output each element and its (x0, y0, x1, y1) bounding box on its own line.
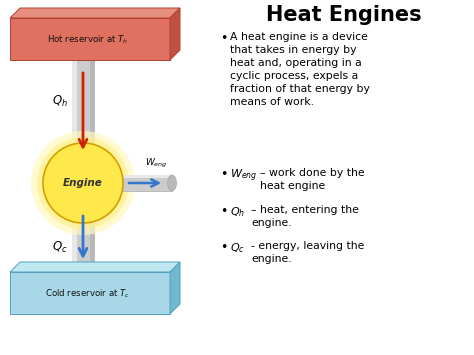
Text: $Q_h$: $Q_h$ (52, 94, 68, 109)
Text: A heat engine is a device
that takes in energy by
heat and, operating in a
cycli: A heat engine is a device that takes in … (230, 32, 370, 107)
Text: Heat Engines: Heat Engines (266, 5, 422, 25)
Polygon shape (10, 262, 180, 272)
Polygon shape (72, 60, 94, 272)
Polygon shape (170, 262, 180, 314)
Circle shape (37, 137, 129, 229)
Text: Cold reservoir at $T_c$: Cold reservoir at $T_c$ (46, 288, 130, 300)
Text: $W_{eng}$: $W_{eng}$ (230, 168, 257, 184)
Text: •: • (220, 205, 228, 218)
Polygon shape (10, 8, 180, 18)
Circle shape (43, 143, 123, 223)
Polygon shape (10, 18, 170, 60)
Ellipse shape (167, 175, 176, 191)
Text: Hot reservoir at $T_h$: Hot reservoir at $T_h$ (47, 34, 128, 46)
Text: $Q_c$: $Q_c$ (52, 240, 68, 255)
Circle shape (31, 131, 135, 235)
Polygon shape (120, 175, 172, 178)
Text: - energy, leaving the
engine.: - energy, leaving the engine. (251, 241, 365, 264)
Text: •: • (220, 241, 228, 254)
Polygon shape (72, 60, 77, 272)
Text: – work done by the
heat engine: – work done by the heat engine (260, 168, 365, 191)
Polygon shape (10, 272, 170, 314)
Text: •: • (220, 32, 228, 45)
Text: $W_{eng}$: $W_{eng}$ (146, 157, 168, 170)
Polygon shape (170, 8, 180, 60)
Text: •: • (220, 168, 228, 181)
Text: – heat, entering the
engine.: – heat, entering the engine. (251, 205, 359, 228)
Polygon shape (120, 175, 172, 191)
Text: $Q_h$: $Q_h$ (230, 205, 245, 219)
Text: Engine: Engine (63, 178, 103, 188)
Polygon shape (90, 60, 94, 272)
Text: $Q_c$: $Q_c$ (230, 241, 245, 255)
